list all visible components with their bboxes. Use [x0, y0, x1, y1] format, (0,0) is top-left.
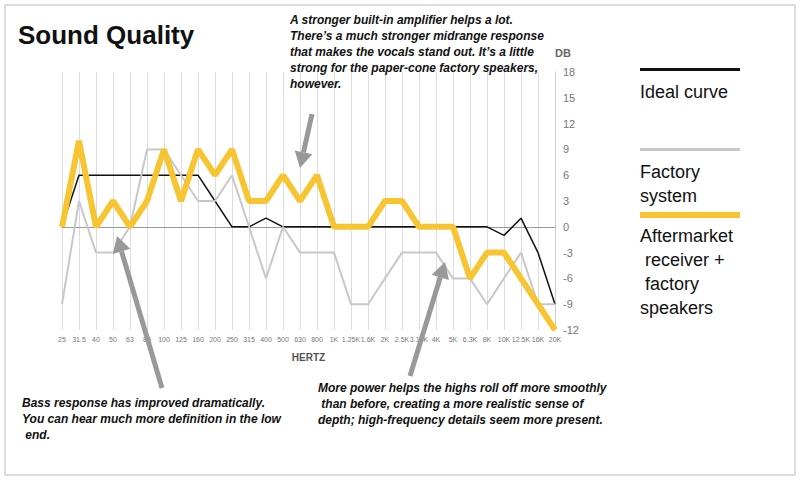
svg-text:125: 125 [175, 336, 187, 343]
svg-text:400: 400 [260, 336, 272, 343]
svg-text:20K: 20K [549, 336, 562, 343]
svg-text:3.15K: 3.15K [409, 336, 429, 343]
svg-text:200: 200 [209, 336, 221, 343]
svg-text:factory: factory [640, 274, 704, 294]
svg-text:receiver +: receiver + [640, 250, 725, 270]
svg-text:Aftermarket: Aftermarket [640, 226, 733, 246]
svg-text:depth; high-frequency details: depth; high-frequency details seem more … [318, 413, 603, 427]
svg-text:You can hear much more definit: You can hear much more definition in the… [22, 412, 282, 426]
svg-text:system: system [640, 186, 697, 206]
svg-text:100: 100 [158, 336, 170, 343]
svg-text:40: 40 [92, 336, 100, 343]
svg-text:15: 15 [563, 92, 575, 104]
svg-text:8K: 8K [483, 336, 492, 343]
svg-text:-3: -3 [563, 247, 573, 259]
svg-text:5K: 5K [449, 336, 458, 343]
svg-text:end.: end. [22, 428, 50, 442]
svg-text:160: 160 [192, 336, 204, 343]
svg-text:A stronger built-in amplifier: A stronger built-in amplifier helps a lo… [289, 13, 516, 27]
svg-text:3: 3 [563, 195, 569, 207]
svg-text:1.25K: 1.25K [342, 336, 361, 343]
svg-text:-6: -6 [563, 272, 573, 284]
svg-text:18: 18 [563, 66, 575, 78]
svg-text:Ideal curve: Ideal curve [640, 82, 728, 102]
svg-text:speakers: speakers [640, 298, 713, 318]
svg-text:that makes the vocals stand ou: that makes the vocals stand out. It’s a … [290, 45, 537, 59]
svg-text:-12: -12 [563, 324, 579, 336]
svg-text:6: 6 [563, 169, 569, 181]
svg-text:0: 0 [563, 221, 569, 233]
svg-text:DB: DB [555, 47, 571, 59]
svg-text:however.: however. [290, 77, 341, 91]
svg-text:31.5: 31.5 [72, 336, 86, 343]
svg-text:-9: -9 [563, 298, 573, 310]
svg-text:12.5K: 12.5K [512, 336, 531, 343]
svg-text:6.3K: 6.3K [463, 336, 478, 343]
svg-text:There’s a much stronger midran: There’s a much stronger midrange respons… [290, 29, 547, 43]
svg-text:4K: 4K [432, 336, 441, 343]
svg-text:16K: 16K [532, 336, 545, 343]
svg-text:than before, creating a more r: than before, creating a more realistic s… [318, 397, 587, 411]
svg-text:50: 50 [109, 336, 117, 343]
svg-text:9: 9 [563, 143, 569, 155]
svg-text:More power helps the highs rol: More power helps the highs roll off more… [318, 381, 608, 395]
svg-text:25: 25 [58, 336, 66, 343]
svg-text:Factory: Factory [640, 162, 705, 182]
svg-text:63: 63 [126, 336, 134, 343]
svg-text:Sound Quality: Sound Quality [18, 20, 195, 50]
svg-text:1K: 1K [330, 336, 339, 343]
svg-text:250: 250 [226, 336, 238, 343]
svg-text:10K: 10K [498, 336, 511, 343]
svg-text:12: 12 [563, 118, 575, 130]
svg-text:800: 800 [311, 336, 323, 343]
svg-text:500: 500 [277, 336, 289, 343]
svg-text:1.6K: 1.6K [361, 336, 376, 343]
svg-text:630: 630 [294, 336, 306, 343]
svg-text:2K: 2K [381, 336, 390, 343]
svg-text:strong for the paper-cone fact: strong for the paper-cone factory speake… [290, 61, 541, 75]
svg-text:315: 315 [243, 336, 255, 343]
svg-text:Bass response has improved dra: Bass response has improved dramatically. [22, 396, 268, 410]
svg-text:HERTZ: HERTZ [292, 352, 325, 363]
svg-text:2.5K: 2.5K [395, 336, 410, 343]
